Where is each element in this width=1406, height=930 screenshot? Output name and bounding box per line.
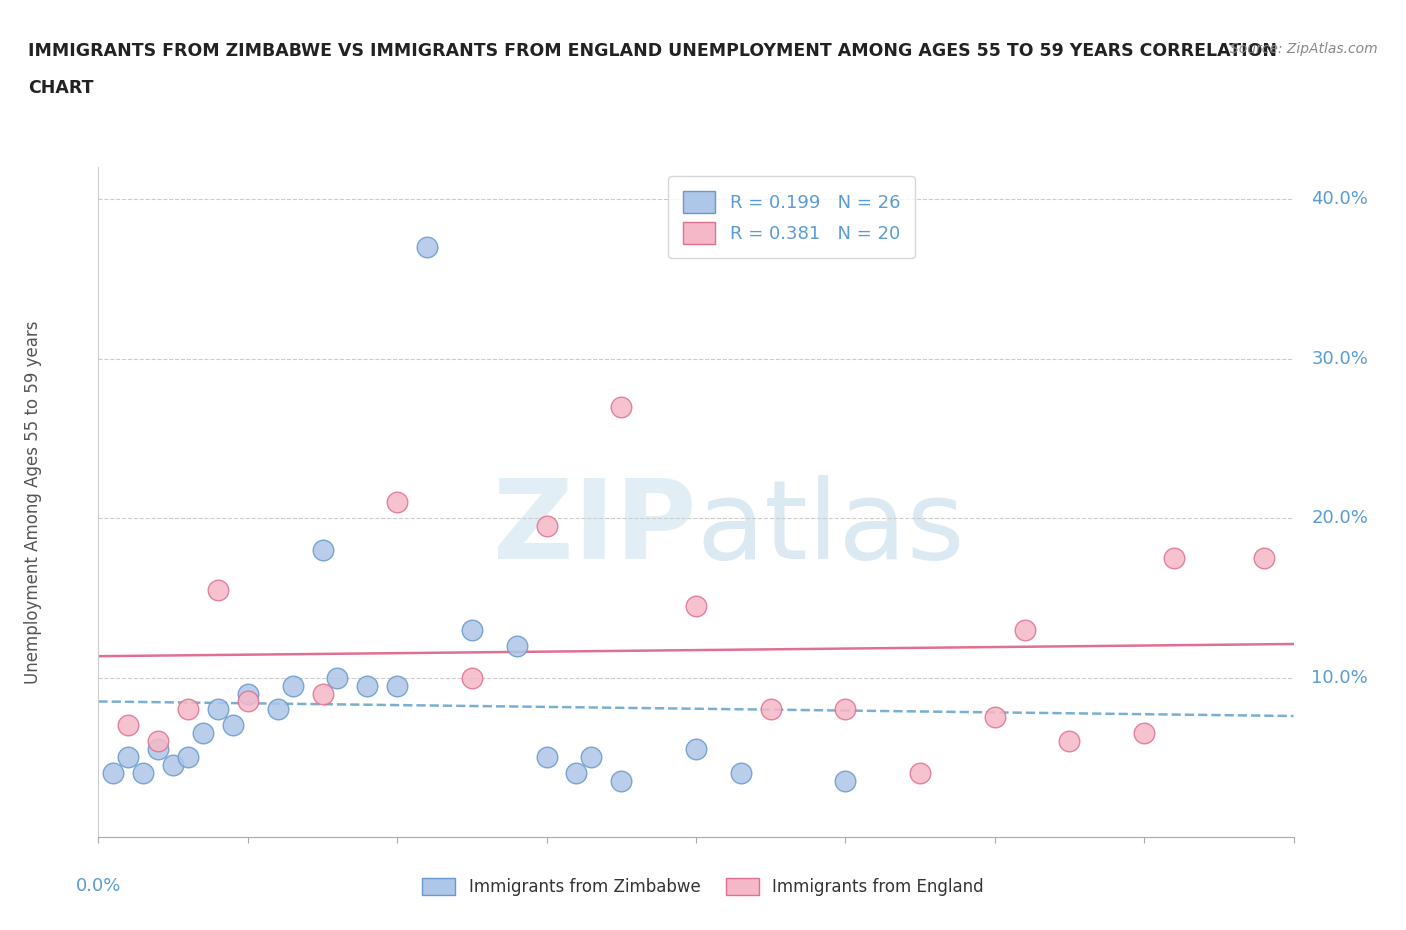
Text: atlas: atlas (696, 475, 965, 582)
Point (908, 765, 931, 780)
Point (148, 734, 170, 749)
Point (685, 742, 707, 757)
Point (326, 671, 349, 685)
Point (1133, 726, 1156, 741)
Point (191, 726, 214, 741)
Point (311, 686, 333, 701)
Point (610, 774, 633, 789)
Text: Unemployment Among Ages 55 to 59 years: Unemployment Among Ages 55 to 59 years (24, 321, 42, 684)
Point (759, 702, 782, 717)
Point (236, 694, 259, 709)
Point (834, 702, 856, 717)
Point (834, 774, 856, 789)
Point (581, 750, 603, 764)
Point (177, 702, 200, 717)
Point (536, 750, 558, 764)
Point (132, 765, 155, 780)
Point (236, 686, 259, 701)
Point (162, 758, 184, 773)
Point (685, 598, 707, 613)
Point (983, 710, 1005, 724)
Point (177, 750, 200, 764)
Point (207, 702, 229, 717)
Point (461, 622, 484, 637)
Point (1014, 622, 1036, 637)
Text: 20.0%: 20.0% (1312, 509, 1368, 527)
Text: IMMIGRANTS FROM ZIMBABWE VS IMMIGRANTS FROM ENGLAND UNEMPLOYMENT AMONG AGES 55 T: IMMIGRANTS FROM ZIMBABWE VS IMMIGRANTS F… (28, 42, 1277, 60)
Legend: Immigrants from Zimbabwe, Immigrants from England: Immigrants from Zimbabwe, Immigrants fro… (416, 871, 990, 903)
Point (610, 399, 633, 414)
Point (1253, 551, 1275, 565)
Point (281, 678, 304, 693)
Point (385, 678, 409, 693)
Point (148, 742, 170, 757)
Text: Source: ZipAtlas.com: Source: ZipAtlas.com (1230, 42, 1378, 56)
Point (117, 718, 139, 733)
Point (506, 638, 529, 653)
Legend: R = 0.199   N = 26, R = 0.381   N = 20: R = 0.199 N = 26, R = 0.381 N = 20 (668, 177, 915, 259)
Point (385, 495, 409, 510)
Text: 0.0%: 0.0% (76, 877, 121, 896)
Text: 40.0%: 40.0% (1312, 191, 1368, 208)
Point (267, 702, 290, 717)
Text: 30.0%: 30.0% (1312, 350, 1368, 367)
Point (1059, 734, 1081, 749)
Point (536, 519, 558, 534)
Text: ZIP: ZIP (492, 475, 696, 582)
Point (117, 750, 139, 764)
Point (416, 240, 439, 255)
Point (356, 678, 378, 693)
Text: CHART: CHART (28, 79, 94, 97)
Point (565, 765, 588, 780)
Point (730, 765, 752, 780)
Point (311, 542, 333, 557)
Text: 10.0%: 10.0% (1312, 669, 1368, 686)
Point (461, 671, 484, 685)
Point (207, 582, 229, 597)
Point (1163, 551, 1185, 565)
Point (222, 718, 245, 733)
Point (103, 765, 125, 780)
